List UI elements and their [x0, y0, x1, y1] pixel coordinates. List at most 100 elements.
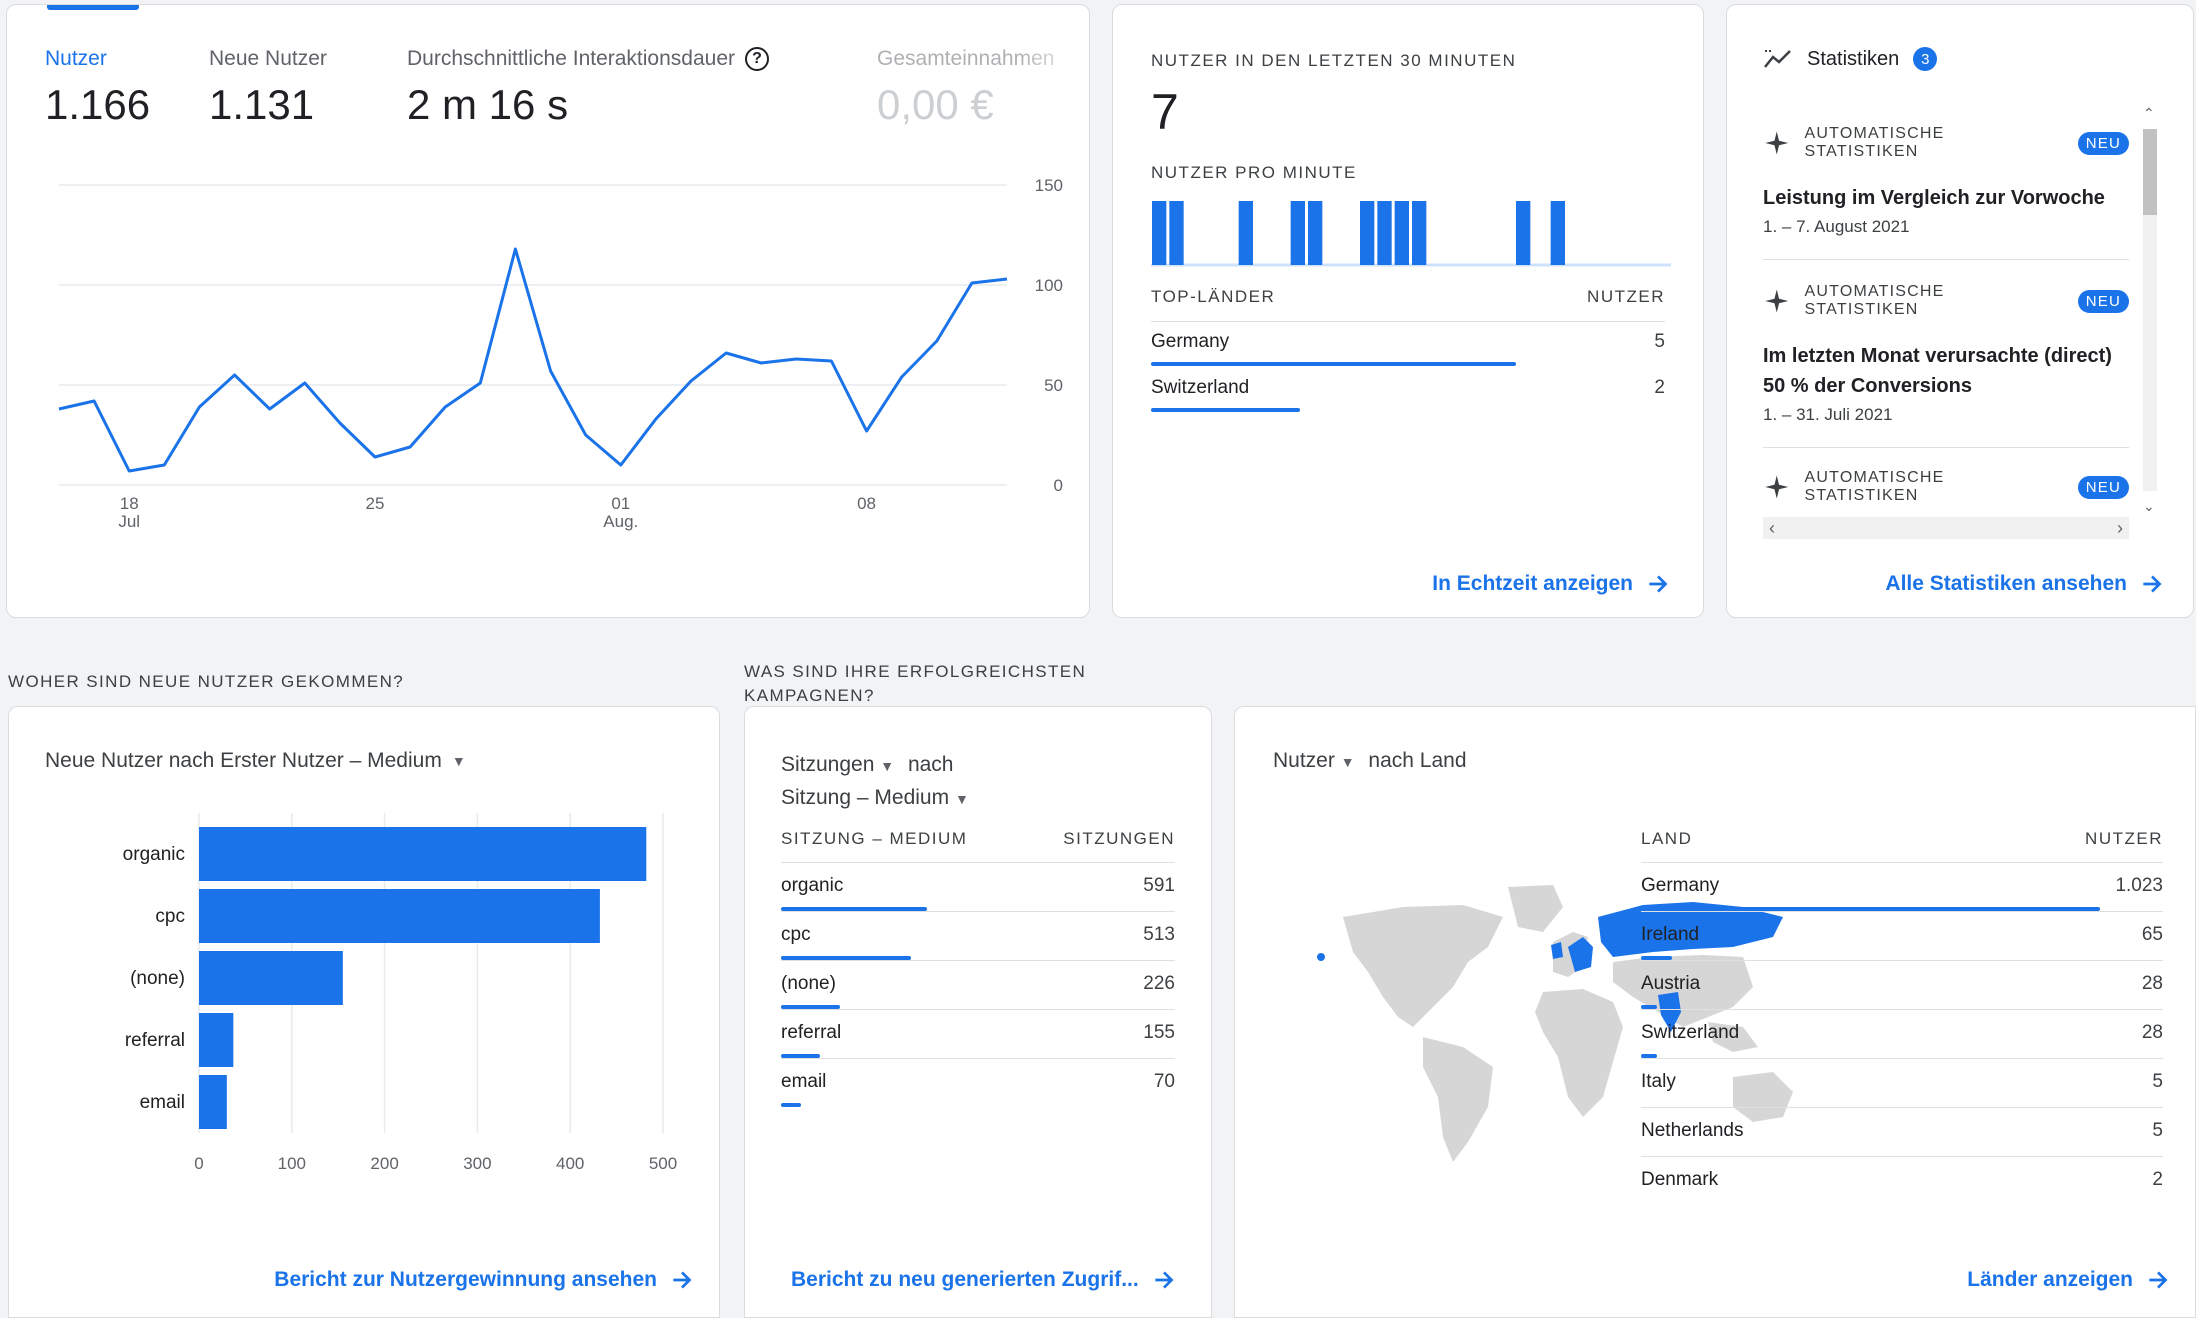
bar	[199, 951, 343, 1005]
row-divider	[1641, 1156, 2163, 1157]
new-badge: Neu	[2077, 289, 2129, 313]
active-tab-indicator	[47, 5, 139, 10]
scroll-down-arrow[interactable]: ⌄	[2143, 498, 2155, 514]
table-row[interactable]: cpc 513	[781, 912, 1175, 961]
table-row[interactable]: organic 591	[781, 863, 1175, 912]
share-bar	[1641, 907, 2101, 911]
chevron-down-icon: ▼	[880, 758, 895, 774]
insight-header: Automatische Statistiken Neu	[1763, 283, 2129, 319]
insight-header: Automatische Statistiken Neu	[1763, 469, 2129, 505]
table-row[interactable]: (none) 226	[781, 961, 1175, 1010]
link-label: Alle Statistiken ansehen	[1885, 572, 2127, 595]
sessions-value: 513	[1143, 924, 1175, 945]
col-header-users: Nutzer	[1587, 287, 1665, 306]
metric-selector: Nutzer ▼ nach Land	[1273, 749, 1467, 773]
vertical-scrollbar[interactable]: ⌃ ⌄	[2139, 105, 2161, 515]
share-bar	[781, 1103, 801, 1107]
map-southeast-asia	[1708, 1022, 1758, 1052]
top-countries-table: Top-Länder Nutzer Germany 5 Switzerland …	[1151, 287, 1665, 417]
table-row[interactable]: Switzerland 28	[1641, 1010, 2163, 1059]
medium-name: email	[781, 1071, 827, 1092]
table-row[interactable]: Netherlands 5	[1641, 1108, 2163, 1157]
share-bar	[1151, 362, 1516, 366]
metric-tab-users[interactable]: Nutzer 1.166	[45, 47, 150, 129]
bar	[199, 889, 600, 943]
category-label: organic	[123, 844, 185, 865]
series-line	[58, 247, 1008, 473]
insights-scroll-area[interactable]: Automatische Statistiken Neu Leistung im…	[1727, 101, 2193, 541]
share-bar	[1641, 956, 1673, 960]
scroll-thumb[interactable]	[2143, 129, 2157, 215]
row-divider	[781, 1058, 1175, 1059]
view-countries-link[interactable]: Länder anzeigen	[1967, 1267, 2171, 1293]
row-divider	[781, 1009, 1175, 1010]
table-row[interactable]: Germany 5	[1151, 321, 1665, 367]
insight-item[interactable]: Automatische Statistiken Neu	[1763, 469, 2129, 505]
insight-item[interactable]: Automatische Statistiken Neu Leistung im…	[1763, 125, 2129, 260]
country-users: 2	[1654, 377, 1665, 398]
scroll-right-arrow[interactable]: ›	[2117, 518, 2123, 538]
sparkle-icon	[1765, 289, 1789, 313]
metric-value: 1.166	[45, 81, 151, 128]
campaigns-table: Sitzung – Medium Sitzungen organic 591 cp…	[781, 817, 1175, 1117]
table-row[interactable]: Ireland 65	[1641, 912, 2163, 961]
metric-dropdown[interactable]: Neue Nutzer nach Erster Nutzer – Medium …	[45, 749, 466, 773]
row-divider	[1641, 911, 2163, 912]
arrow-right-icon	[1649, 575, 1668, 593]
x-tick-label: 25	[366, 494, 385, 513]
share-bar	[1641, 1005, 1657, 1009]
metric-tab-engagement-time[interactable]: Durchschnittliche Interaktionsdauer ? 2 …	[407, 47, 770, 129]
medium-name: referral	[781, 1022, 842, 1043]
y-tick-label: 150	[1035, 176, 1063, 195]
view-all-insights-link[interactable]: Alle Statistiken ansehen	[1885, 571, 2165, 597]
category-label: (none)	[130, 968, 185, 989]
map-greenland	[1508, 885, 1563, 932]
dropdown-label: Neue Nutzer nach Erster Nutzer – Medium	[45, 749, 442, 772]
x-tick-label: 08	[857, 494, 876, 513]
map-highlight-russia	[1598, 902, 1783, 957]
dimension-dropdown[interactable]: Sitzung – Medium ▼	[781, 782, 969, 815]
country-name: Switzerland	[1641, 1022, 1740, 1043]
sessions-value: 226	[1143, 973, 1175, 994]
metric-dropdown[interactable]: Sitzungen ▼	[781, 753, 894, 776]
sessions-value: 155	[1143, 1022, 1175, 1043]
header-divider	[1641, 862, 2163, 863]
section-heading-campaigns: Was sind Ihre erfolgreichsten Kampagnen?	[744, 662, 1087, 705]
scroll-up-arrow[interactable]: ⌃	[2143, 105, 2155, 121]
table-row[interactable]: Austria 28	[1641, 961, 2163, 1010]
metric-selector: Sitzungen ▼ nach Sitzung – Medium ▼	[781, 749, 969, 815]
medium-name: organic	[781, 875, 844, 896]
traffic-report-link[interactable]: Bericht zu neu generierten Zugrif...	[791, 1267, 1177, 1293]
country-name: Austria	[1641, 973, 1701, 994]
table-row[interactable]: Switzerland 2	[1151, 367, 1665, 413]
view-realtime-link[interactable]: In Echtzeit anzeigen	[1432, 571, 1671, 597]
insight-type: Automatische Statistiken	[1804, 283, 1945, 318]
acquisition-report-link[interactable]: Bericht zur Nutzergewinnung ansehen	[274, 1267, 695, 1293]
table-row[interactable]: Germany 1.023	[1641, 863, 2163, 912]
country-rows: Germany 1.023 Ireland 65 Austria 28 Switzer…	[1641, 863, 2163, 1217]
table-row[interactable]: Denmark 2	[1641, 1157, 2163, 1206]
table-row[interactable]: email 70	[781, 1059, 1175, 1108]
map-north-america	[1343, 905, 1503, 1027]
minute-bar	[1360, 201, 1375, 265]
metric-tab-new-users[interactable]: Neue Nutzer 1.131	[209, 47, 327, 129]
minute-bar	[1169, 201, 1184, 265]
share-bar	[1641, 1054, 1657, 1058]
help-icon[interactable]: ?	[745, 47, 770, 71]
metric-tab-revenue[interactable]: Gesamteinnahmen 0,00 €	[877, 47, 1087, 129]
insight-type: Automatische Statistiken	[1804, 469, 1945, 504]
table-row[interactable]: Italy 5	[1641, 1059, 2163, 1108]
bar	[199, 827, 647, 881]
metric-value: 1.131	[209, 81, 315, 128]
col-header-users: Nutzer	[2085, 829, 2163, 848]
table-row[interactable]: referral 155	[781, 1010, 1175, 1059]
metric-dropdown[interactable]: Nutzer ▼	[1273, 749, 1355, 772]
scroll-left-arrow[interactable]: ‹	[1769, 518, 1775, 538]
minute-bar	[1394, 201, 1409, 265]
x-tick-month: Aug.	[603, 512, 638, 531]
insight-item[interactable]: Automatische Statistiken Neu Im letzten …	[1763, 283, 2129, 448]
metric-value: 2 m 16 s	[407, 81, 569, 128]
insight-title: Im letzten Monat verursachte (direct) 50…	[1763, 345, 2112, 397]
horizontal-scrollbar[interactable]: ‹ ›	[1763, 517, 2129, 539]
